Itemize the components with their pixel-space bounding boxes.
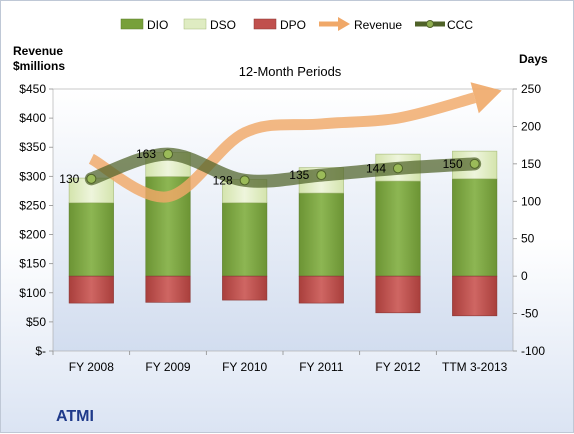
dpo-bar <box>145 275 191 303</box>
right-tick-label: -50 <box>521 307 539 321</box>
right-tick-label: -100 <box>521 344 545 358</box>
legend-label-dso: DSO <box>210 18 236 32</box>
dpo-bar <box>68 275 114 304</box>
left-tick-label: $350 <box>19 140 46 154</box>
x-tick-label: FY 2010 <box>222 360 267 374</box>
left-tick-label: $450 <box>19 82 46 96</box>
ccc-point <box>163 149 173 160</box>
ccc-point <box>239 175 250 186</box>
dio-bar <box>452 178 498 277</box>
left-tick-label: $100 <box>19 286 46 300</box>
right-axis: -100 -50 0 50 100 150 200 250 <box>513 82 545 358</box>
dpo-bar <box>375 275 421 314</box>
legend-label-dpo: DPO <box>280 18 306 32</box>
ccc-series: 130 163 128 135 144 150 <box>59 147 482 188</box>
left-tick-label: $150 <box>19 257 46 271</box>
left-axis-title-line1: Revenue <box>13 44 63 58</box>
ccc-point <box>316 170 327 181</box>
x-tick-label: FY 2009 <box>145 360 190 374</box>
left-axis: $- $50 $100 $150 $200 $250 $300 $350 $400 $450 <box>19 82 53 358</box>
right-tick-label: 250 <box>521 82 541 96</box>
ccc-point <box>469 158 480 169</box>
left-tick-label: $400 <box>19 111 46 125</box>
dio-bar <box>222 202 268 277</box>
legend-label-dio: DIO <box>147 18 168 32</box>
ccc-data-label: 128 <box>213 173 233 187</box>
legend-label-revenue: Revenue <box>354 18 402 32</box>
legend-label-ccc: CCC <box>447 18 473 32</box>
right-tick-label: 100 <box>521 194 541 208</box>
left-tick-label: $- <box>35 344 46 358</box>
x-tick-label: FY 2008 <box>69 360 114 374</box>
legend: DIO DSO DPO Revenue CCC <box>120 17 473 32</box>
right-axis-title: Days <box>519 52 548 66</box>
ccc-data-label: 135 <box>289 168 309 182</box>
legend-swatch-dso <box>183 18 207 30</box>
left-axis-title-line2: $millions <box>13 59 65 73</box>
dpo-bar <box>298 275 344 304</box>
legend-swatch-dio <box>120 18 144 30</box>
x-tick-label: FY 2012 <box>375 360 420 374</box>
ccc-data-label: 150 <box>443 157 463 171</box>
x-tick-label: TTM 3-2013 <box>442 360 508 374</box>
dio-bar <box>68 202 114 277</box>
ccc-data-label: 144 <box>366 161 386 175</box>
dio-bar <box>375 180 421 277</box>
right-tick-label: 150 <box>521 157 541 171</box>
bars <box>68 150 498 317</box>
right-tick-label: 200 <box>521 119 541 133</box>
legend-swatch-revenue <box>319 17 350 31</box>
revenue-line <box>88 92 477 203</box>
dpo-bar <box>452 275 498 317</box>
x-axis: FY 2008 FY 2009 FY 2010 FY 2011 FY 2012 TTM 3… <box>52 351 508 374</box>
ccc-data-label: 163 <box>136 147 156 161</box>
dio-bar <box>298 192 344 277</box>
left-tick-label: $200 <box>19 228 46 242</box>
right-tick-label: 50 <box>521 232 535 246</box>
legend-swatch-dpo <box>253 18 277 30</box>
revenue-arrowhead <box>470 82 502 114</box>
ccc-point <box>86 173 97 184</box>
company-name: ATMI <box>56 408 94 425</box>
ccc-data-label: 130 <box>59 172 79 186</box>
chart-subtitle: 12-Month Periods <box>239 64 342 79</box>
plot-area <box>52 88 514 352</box>
legend-swatch-ccc <box>415 20 445 28</box>
right-tick-label: 0 <box>521 269 528 283</box>
dpo-bar <box>222 275 268 301</box>
left-tick-label: $300 <box>19 169 46 183</box>
revenue-series <box>88 82 502 203</box>
x-tick-label: FY 2011 <box>299 360 344 374</box>
ccc-point <box>393 163 403 174</box>
left-tick-label: $50 <box>26 315 46 329</box>
left-tick-label: $250 <box>19 198 46 212</box>
